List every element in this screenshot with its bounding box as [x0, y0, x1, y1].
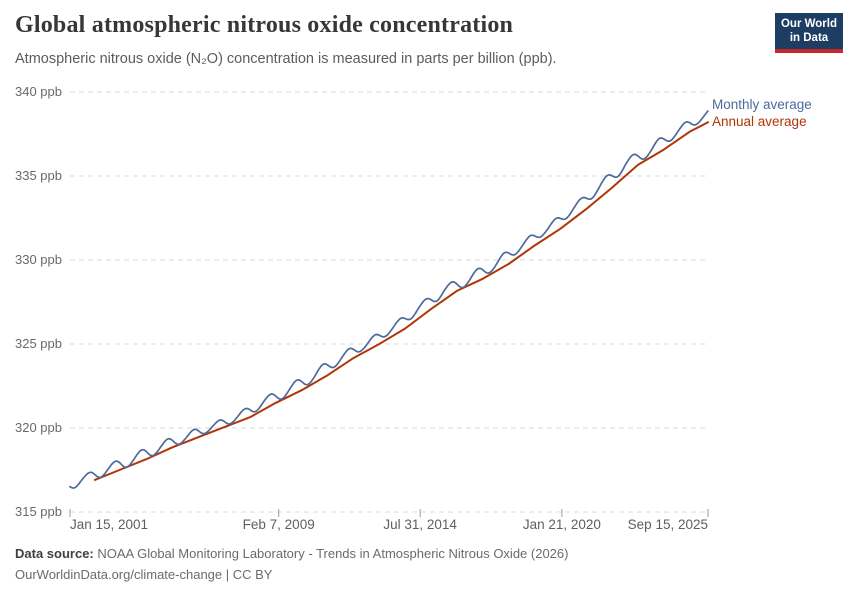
owid-logo: Our World in Data — [775, 13, 843, 53]
x-tick-label: Jul 31, 2014 — [383, 517, 457, 532]
license-line: OurWorldinData.org/climate-change | CC B… — [15, 567, 273, 582]
data-source-line: Data source: NOAA Global Monitoring Labo… — [15, 546, 835, 561]
x-tick-label: Sep 15, 2025 — [627, 517, 708, 532]
x-tick-label: Jan 15, 2001 — [70, 517, 149, 532]
y-tick-label: 315 ppb — [15, 504, 62, 519]
data-source-label: Data source: — [15, 546, 94, 561]
data-source-text: NOAA Global Monitoring Laboratory - Tren… — [93, 546, 569, 561]
y-tick-label: 335 ppb — [15, 168, 62, 183]
legend-annual-average: Annual average — [712, 114, 807, 129]
owid-logo-line1: Our World — [780, 18, 837, 30]
annual-average-line — [93, 121, 709, 481]
y-tick-label: 330 ppb — [15, 252, 62, 267]
chart-footer: Data source: NOAA Global Monitoring Labo… — [15, 546, 835, 582]
x-tick-label: Feb 7, 2009 — [242, 517, 315, 532]
monthly-average-line — [69, 110, 709, 489]
y-tick-label: 325 ppb — [15, 336, 62, 351]
y-tick-label: 320 ppb — [15, 420, 62, 435]
x-tick-label: Jan 21, 2020 — [522, 517, 601, 532]
page-title: Global atmospheric nitrous oxide concent… — [15, 12, 514, 38]
legend-monthly-average: Monthly average — [712, 97, 812, 112]
owid-logo-line2: in Data — [789, 31, 829, 44]
y-tick-label: 340 ppb — [15, 84, 62, 99]
chart-subtitle: Atmospheric nitrous oxide (N₂O) concentr… — [15, 51, 557, 67]
